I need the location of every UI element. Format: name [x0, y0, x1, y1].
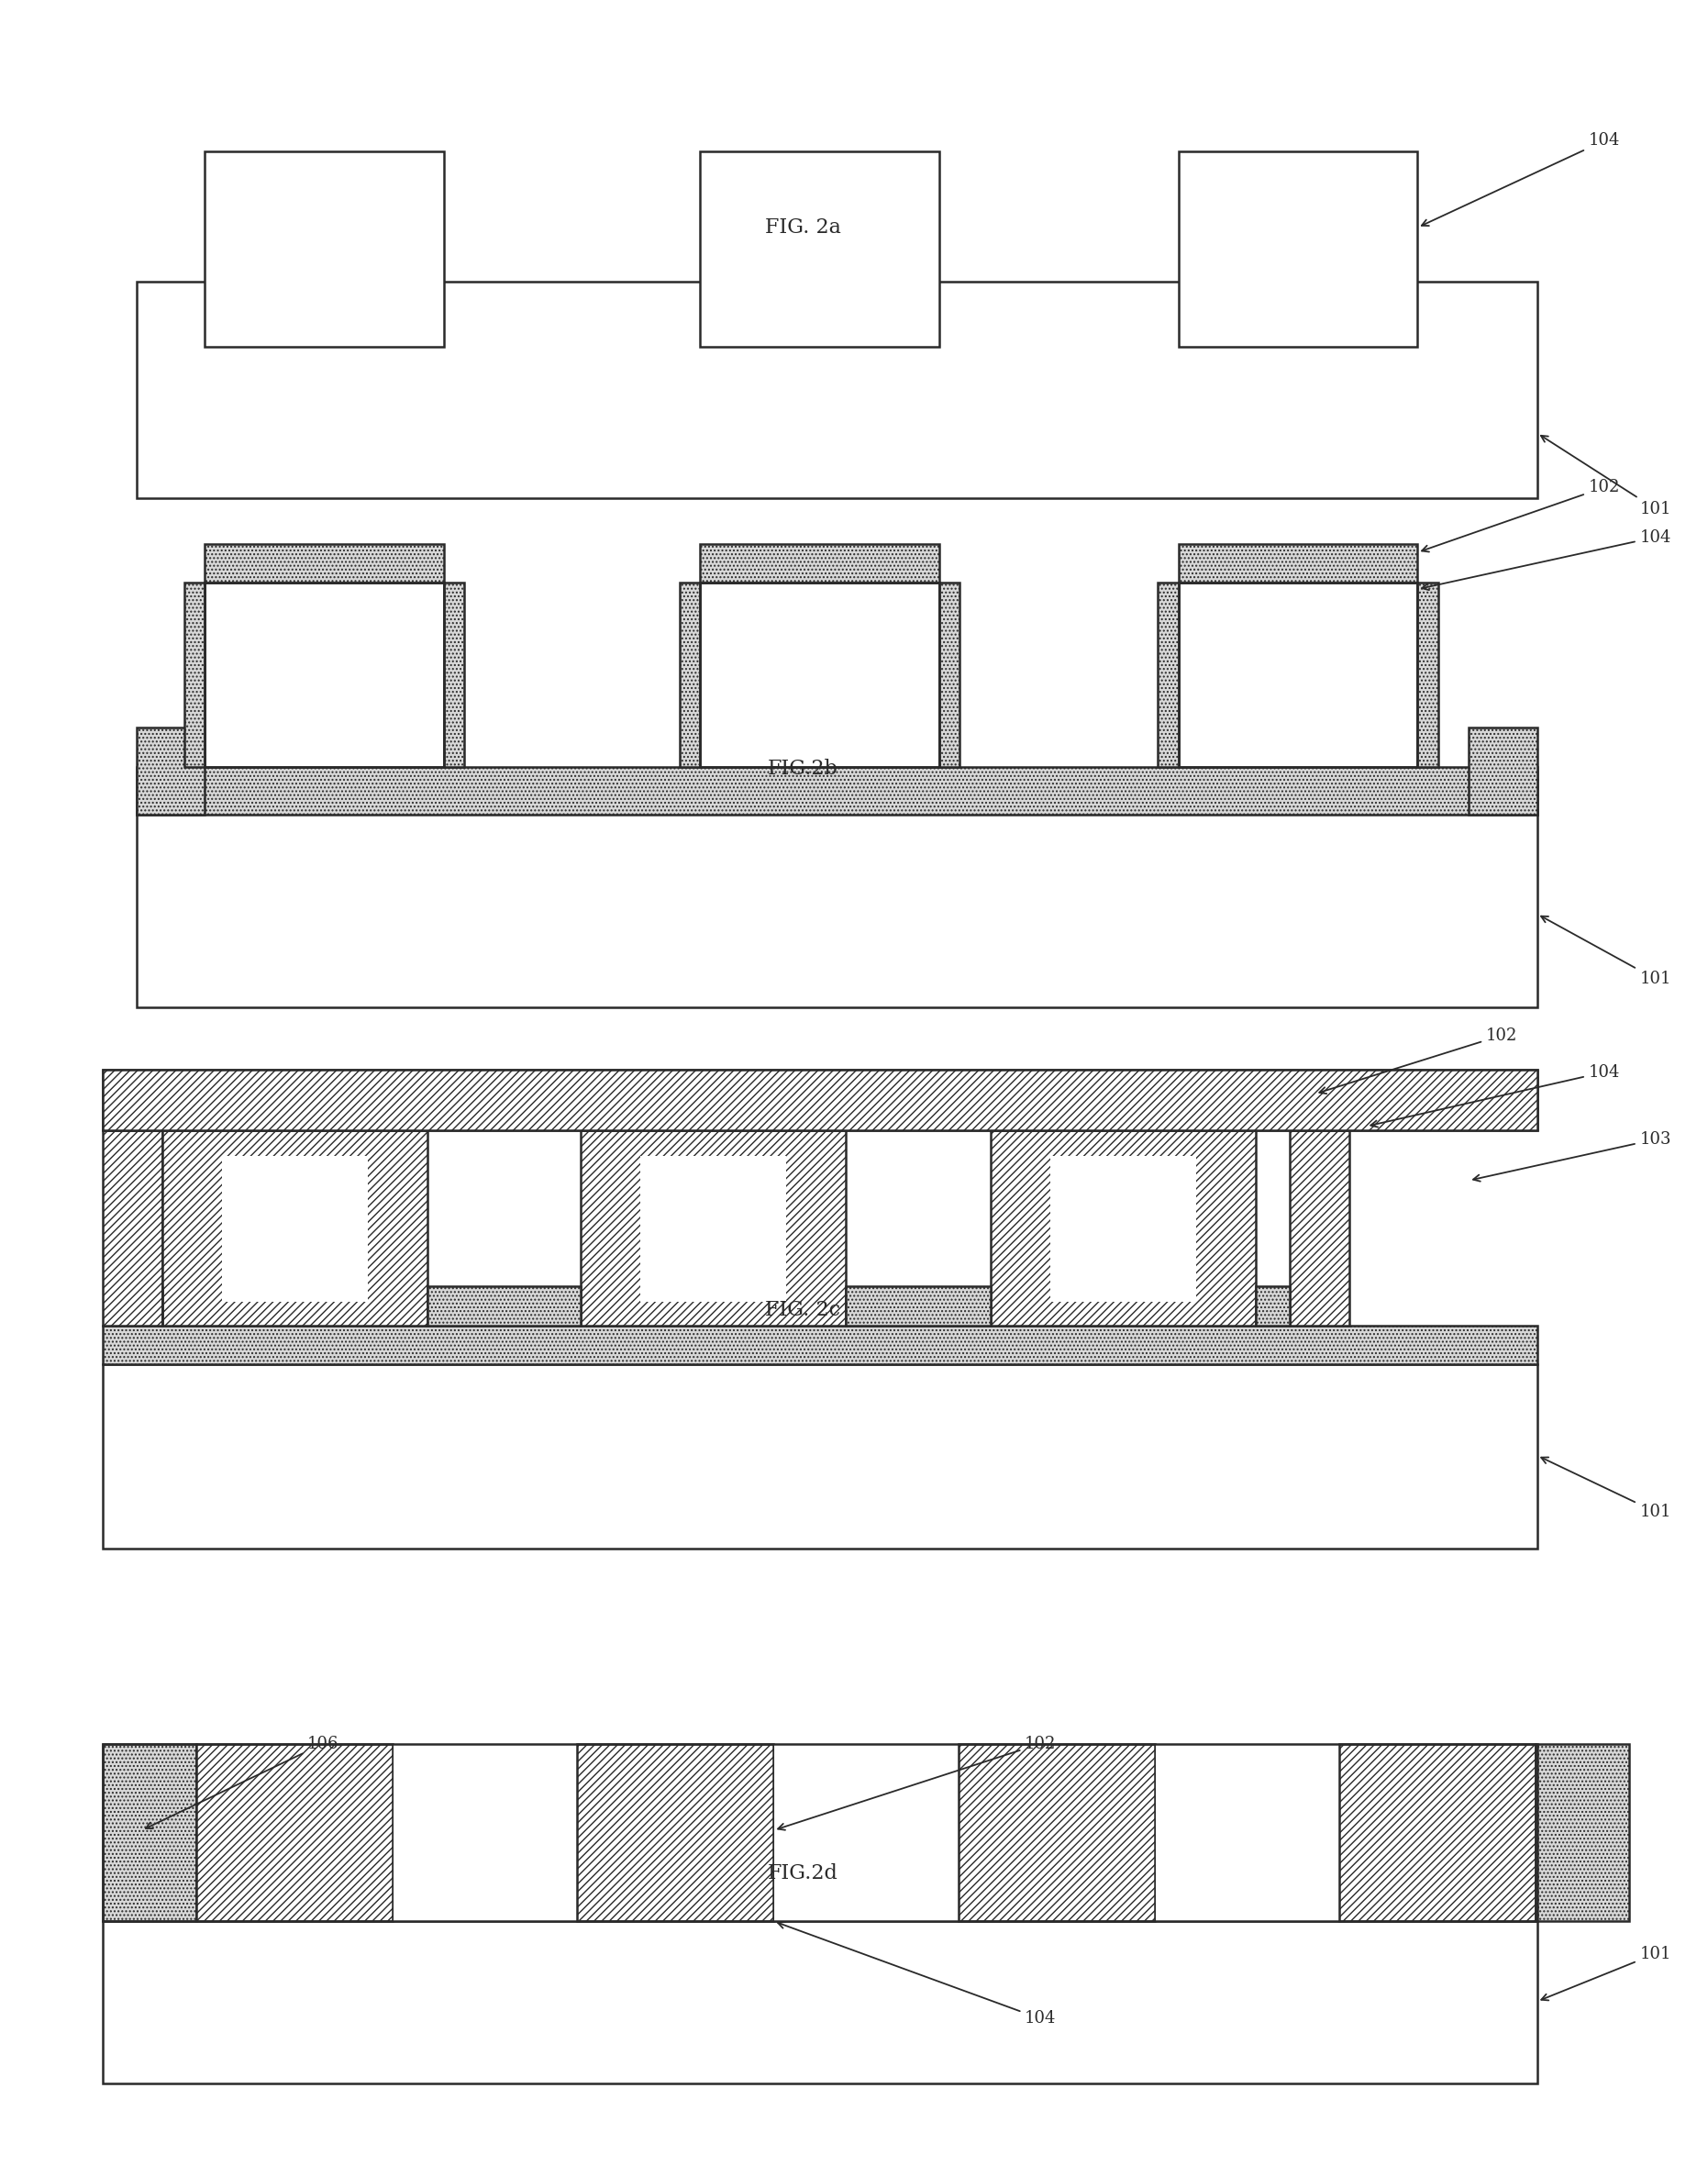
Text: 104: 104 — [1372, 1064, 1619, 1126]
Bar — [137, 767, 1537, 814]
Bar — [137, 728, 205, 814]
Bar — [680, 583, 700, 767]
Bar — [700, 583, 939, 767]
Bar — [700, 544, 939, 583]
Bar — [845, 1287, 991, 1326]
Bar — [162, 1131, 427, 1326]
Bar — [774, 1744, 958, 1921]
Text: 104: 104 — [1421, 132, 1619, 225]
Bar — [1255, 1287, 1290, 1326]
Text: FIG.2b: FIG.2b — [767, 758, 839, 780]
Bar — [577, 1744, 774, 1921]
Bar — [102, 1326, 1537, 1365]
Bar — [991, 1131, 1255, 1326]
Bar — [137, 282, 1537, 498]
Bar — [205, 583, 444, 767]
Bar — [1179, 544, 1418, 583]
Bar — [1179, 583, 1418, 767]
Bar — [700, 583, 939, 767]
Bar — [102, 1070, 1537, 1131]
Bar — [102, 1365, 1537, 1549]
Bar — [581, 1131, 845, 1326]
Bar — [1418, 583, 1438, 767]
Bar — [1155, 1744, 1339, 1921]
Bar — [102, 1070, 1537, 1131]
Bar — [137, 812, 1537, 1007]
Bar — [1339, 1744, 1535, 1921]
Bar — [444, 583, 465, 767]
Text: FIG. 2a: FIG. 2a — [765, 217, 840, 238]
Bar — [205, 583, 444, 767]
Text: 102: 102 — [1319, 1027, 1517, 1094]
Bar — [700, 152, 939, 347]
Bar — [184, 583, 205, 767]
Bar — [1179, 583, 1418, 767]
Bar — [1179, 152, 1418, 347]
Bar — [427, 1287, 581, 1326]
Bar — [393, 1744, 577, 1921]
Bar — [222, 1157, 367, 1302]
Text: 101: 101 — [1541, 1945, 1672, 2001]
Bar — [958, 1744, 1155, 1921]
Text: 104: 104 — [777, 1921, 1056, 2027]
Bar — [1158, 583, 1179, 767]
Bar — [1050, 1157, 1196, 1302]
Text: 101: 101 — [1541, 1458, 1672, 1521]
Text: 102: 102 — [777, 1735, 1056, 1830]
Bar — [1535, 1744, 1629, 1921]
Bar — [205, 544, 444, 583]
Text: 101: 101 — [1541, 435, 1672, 518]
Bar — [939, 583, 960, 767]
Bar — [102, 1921, 1537, 2084]
Bar — [102, 1744, 196, 1921]
Bar — [205, 152, 444, 347]
Bar — [102, 1744, 1537, 1921]
Text: 104: 104 — [1423, 529, 1670, 589]
Text: 101: 101 — [1541, 916, 1672, 988]
Bar — [196, 1744, 393, 1921]
Text: 102: 102 — [1421, 479, 1619, 552]
Text: FIG.2d: FIG.2d — [767, 1863, 839, 1884]
Text: FIG. 2c: FIG. 2c — [765, 1300, 840, 1321]
Text: 103: 103 — [1474, 1131, 1672, 1180]
Bar — [1469, 728, 1537, 814]
Bar — [102, 1131, 162, 1326]
Text: 106: 106 — [145, 1735, 340, 1828]
Bar — [1290, 1131, 1349, 1326]
Bar — [640, 1157, 786, 1302]
